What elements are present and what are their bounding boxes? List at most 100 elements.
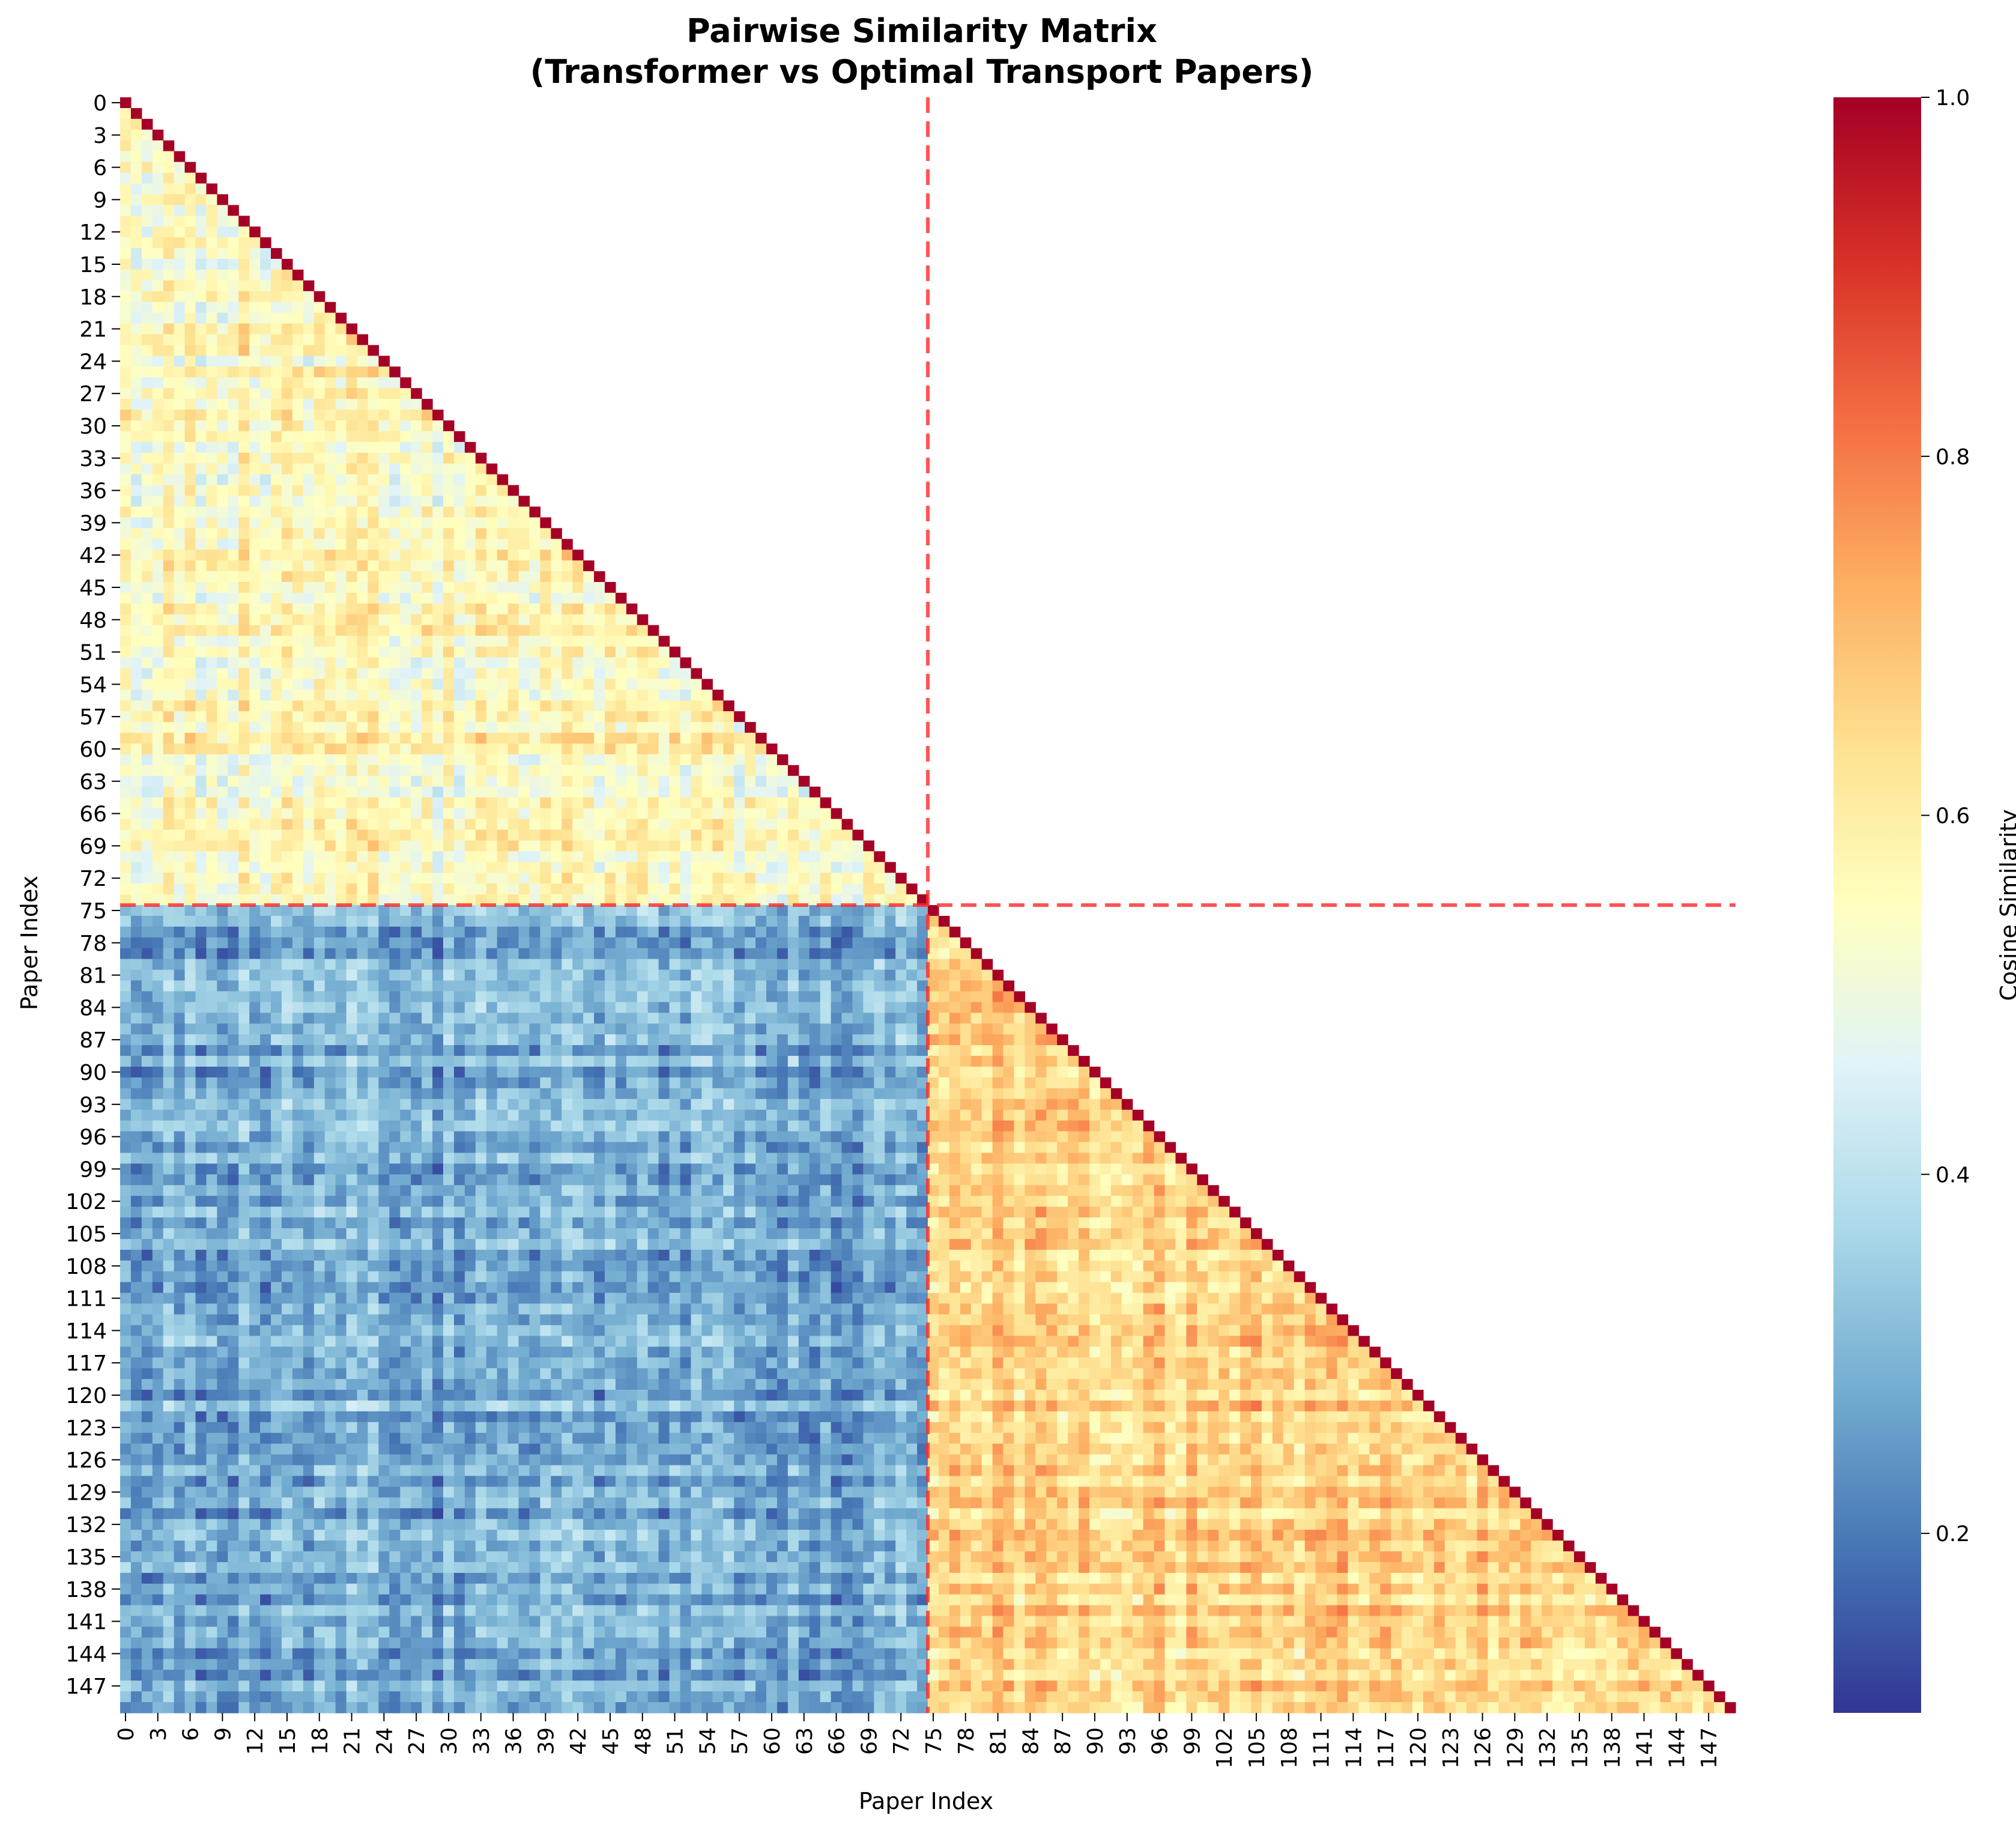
heatmap-cell: [529, 840, 540, 852]
heatmap-cell: [626, 1056, 638, 1067]
heatmap-cell: [453, 1013, 465, 1024]
heatmap-cell: [734, 1002, 745, 1013]
heatmap-cell: [324, 1131, 336, 1143]
heatmap-cell: [228, 926, 239, 938]
heatmap-cell: [572, 1088, 584, 1100]
heatmap-cell: [680, 980, 692, 992]
heatmap-cell: [389, 1023, 401, 1035]
heatmap-cell: [626, 991, 638, 1002]
heatmap-cell: [809, 948, 821, 960]
heatmap-cell: [292, 291, 304, 303]
heatmap-cell: [228, 356, 239, 367]
heatmap-cell: [658, 1077, 670, 1089]
heatmap-cell: [357, 657, 369, 669]
heatmap-cell: [594, 1131, 605, 1143]
heatmap-cell: [163, 1153, 175, 1164]
heatmap-cell: [669, 657, 681, 669]
heatmap-cell: [594, 754, 605, 766]
heatmap-cell: [184, 948, 196, 960]
heatmap-cell: [820, 1013, 832, 1024]
heatmap-cell: [453, 1142, 465, 1154]
heatmap-cell: [443, 926, 455, 938]
heatmap-cell: [346, 926, 358, 938]
heatmap-cell: [637, 635, 649, 647]
heatmap-cell: [572, 1034, 584, 1046]
heatmap-cell: [313, 431, 325, 443]
heatmap-cell: [540, 657, 551, 669]
heatmap-cell: [647, 1045, 659, 1056]
heatmap-cell: [583, 1002, 595, 1013]
heatmap-cell: [486, 991, 498, 1002]
heatmap-cell: [949, 948, 961, 960]
heatmap-cell: [422, 1142, 433, 1154]
heatmap-cell: [529, 765, 540, 777]
heatmap-cell: [701, 679, 713, 690]
heatmap-cell: [1068, 1077, 1079, 1089]
heatmap-cell: [766, 905, 778, 917]
heatmap-cell: [271, 1013, 282, 1024]
heatmap-cell: [605, 635, 616, 647]
heatmap-cell: [228, 829, 239, 841]
heatmap-cell: [217, 668, 228, 679]
heatmap-cell: [637, 1131, 649, 1143]
heatmap-cell: [400, 474, 411, 486]
heatmap-cell: [712, 959, 724, 971]
heatmap-cell: [443, 441, 455, 453]
heatmap-cell: [174, 162, 186, 174]
heatmap-cell: [486, 463, 498, 475]
heatmap-cell: [217, 571, 228, 583]
heatmap-cell: [669, 711, 681, 723]
heatmap-cell: [701, 1142, 713, 1154]
heatmap-cell: [313, 646, 325, 658]
heatmap-cell: [432, 829, 444, 841]
heatmap-cell: [292, 797, 304, 809]
heatmap-cell: [529, 1034, 540, 1046]
heatmap-cell: [238, 301, 250, 314]
heatmap-cell: [658, 840, 670, 852]
heatmap-cell: [206, 819, 217, 831]
heatmap-cell: [787, 1088, 799, 1100]
heatmap-cell: [238, 883, 250, 895]
heatmap-cell: [249, 356, 261, 367]
heatmap-cell: [949, 1034, 961, 1046]
heatmap-cell: [238, 1067, 250, 1078]
heatmap-cell: [400, 420, 411, 432]
heatmap-cell: [400, 410, 411, 421]
heatmap-cell: [443, 980, 455, 992]
heatmap-cell: [745, 905, 756, 917]
heatmap-cell: [755, 840, 767, 852]
heatmap-cell: [292, 722, 304, 733]
heatmap-cell: [152, 915, 164, 927]
heatmap-cell: [669, 1120, 681, 1132]
heatmap-cell: [217, 356, 228, 367]
heatmap-cell: [562, 926, 573, 938]
heatmap-cell: [820, 1056, 832, 1067]
heatmap-cell: [874, 1088, 885, 1100]
heatmap-cell: [594, 635, 605, 647]
heatmap-cell: [475, 915, 487, 927]
heatmap-cell: [249, 248, 261, 259]
heatmap-cell: [529, 506, 540, 518]
heatmap-cell: [174, 873, 186, 884]
heatmap-cell: [206, 571, 217, 583]
heatmap-cell: [647, 926, 659, 938]
heatmap-cell: [206, 1045, 217, 1056]
heatmap-cell: [324, 851, 336, 862]
heatmap-cell: [206, 1023, 217, 1035]
heatmap-cell: [928, 1131, 939, 1143]
heatmap-cell: [691, 1045, 702, 1056]
heatmap-cell: [691, 1034, 702, 1046]
heatmap-cell: [184, 280, 196, 292]
heatmap-cell: [389, 560, 401, 572]
heatmap-cell: [464, 829, 476, 841]
heatmap-cell: [335, 948, 347, 960]
heatmap-cell: [141, 485, 153, 497]
heatmap-cell: [313, 1067, 325, 1078]
heatmap-cell: [313, 754, 325, 766]
heatmap-cell: [594, 1098, 605, 1110]
heatmap-cell: [378, 668, 390, 679]
heatmap-cell: [701, 1056, 713, 1067]
heatmap-cell: [507, 1023, 519, 1035]
heatmap-cell: [529, 980, 540, 992]
heatmap-cell: [691, 1120, 702, 1132]
